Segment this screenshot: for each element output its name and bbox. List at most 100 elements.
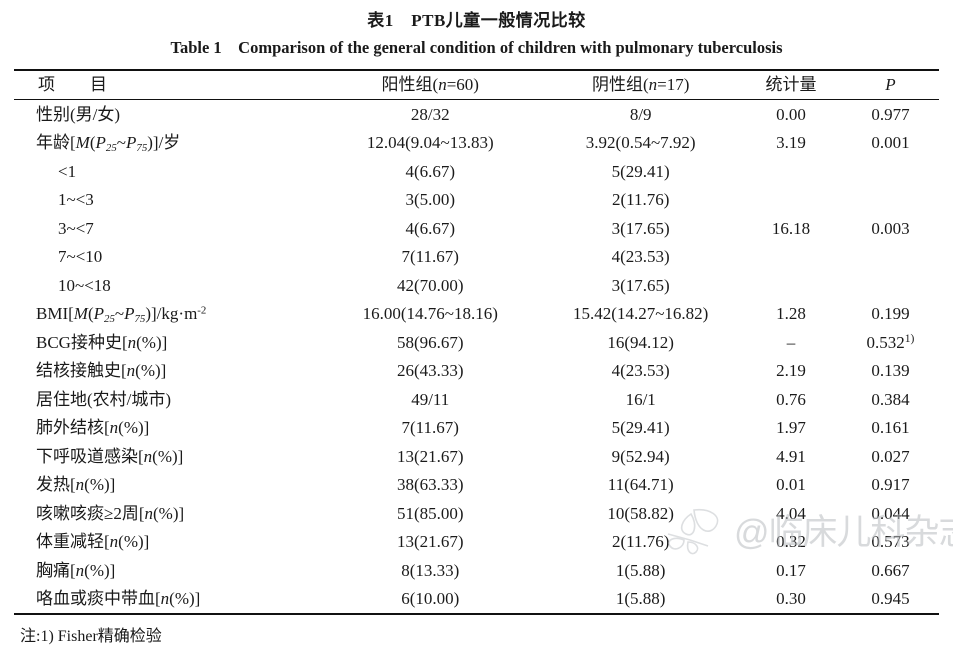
cell-statistic: 0.01 <box>776 475 806 495</box>
cell-negative-group: 3.92(0.54~7.92) <box>585 133 696 153</box>
cell-positive-group: 3(5.00) <box>405 190 456 210</box>
row-label: 10~<18 <box>58 275 111 295</box>
cell-statistic: 0.30 <box>776 589 806 609</box>
cell-positive-group: 13(21.67) <box>396 532 464 552</box>
row-label: 咳嗽咳痰≥2周[n(%)] <box>36 503 185 523</box>
table-row: 年龄[M(P25~P75)]/岁 12.04(9.04~13.83) 3.92(0.… <box>14 129 939 158</box>
table-row: 10~<18 42(70.00) 3(17.65) <box>14 271 939 300</box>
cell-negative-group: 5(29.41) <box>611 418 670 438</box>
cell-p-value: 0.139 <box>871 361 910 381</box>
cell-negative-group: 4(23.53) <box>611 361 670 381</box>
cell-negative-group: 16(94.12) <box>607 332 674 352</box>
cell-statistic: 4.91 <box>776 446 806 466</box>
cell-positive-group: 26(43.33) <box>396 361 464 381</box>
row-label: 发热[n(%)] <box>36 475 116 495</box>
negative-group-prefix: 阴性组( <box>591 75 649 95</box>
table-header-row: 项 目 阳性组(n=60) 阴性组(n=17) 统计量 P <box>14 69 939 100</box>
cell-positive-group: 49/11 <box>411 389 450 409</box>
table-title-english: Table 1 Comparison of the general condit… <box>170 37 783 57</box>
cell-positive-group: 7(11.67) <box>401 247 459 267</box>
cell-statistic: 16.18 <box>771 218 811 238</box>
cell-p-value: 0.044 <box>871 503 910 523</box>
cell-p-value: 0.384 <box>871 389 910 409</box>
table-row: 胸痛[n(%)] 8(13.33) 1(5.88) 0.17 0.667 <box>14 556 939 585</box>
cell-positive-group: 28/32 <box>410 104 450 124</box>
table-row: 7~<10 7(11.67) 4(23.53) <box>14 243 939 272</box>
cell-positive-group: 51(85.00) <box>396 503 464 523</box>
row-label: 咯血或痰中带血[n(%)] <box>36 589 201 609</box>
table-head: 项 目 阳性组(n=60) 阴性组(n=17) 统计量 P <box>14 69 939 100</box>
row-label: 胸痛[n(%)] <box>36 560 116 580</box>
cell-statistic: 0.32 <box>776 532 806 552</box>
positive-group-suffix: =60) <box>446 75 479 95</box>
cell-statistic: 1.28 <box>776 304 806 324</box>
cell-p-value: 0.945 <box>871 589 910 609</box>
table-row: 1~<3 3(5.00) 2(11.76) <box>14 186 939 215</box>
table-row: BMI[M(P25~P75)]/kg·m-2 16.00(14.76~18.16)… <box>14 300 939 329</box>
cell-negative-group: 16/1 <box>625 389 656 409</box>
column-header-positive-group: 阳性组(n=60) <box>319 70 541 100</box>
cell-statistic: 0.17 <box>776 560 806 580</box>
table-row: BCG接种史[n(%)] 58(96.67) 16(94.12) – 0.5321) <box>14 328 939 357</box>
cell-p-value: 0.667 <box>871 560 910 580</box>
table-title-chinese: 表1 PTB儿童一般情况比较 <box>367 11 586 30</box>
table-row: <1 4(6.67) 5(29.41) 16.18 0.003 <box>14 157 939 237</box>
cell-positive-group: 12.04(9.04~13.83) <box>366 133 494 153</box>
table-row: 肺外结核[n(%)] 7(11.67) 5(29.41) 1.97 0.161 <box>14 414 939 443</box>
cell-positive-group: 7(11.67) <box>401 418 459 438</box>
column-header-item: 项 目 <box>38 75 116 95</box>
cell-p-value: 0.5321) <box>866 332 915 353</box>
positive-group-n-symbol: n <box>438 75 447 95</box>
cell-positive-group: 58(96.67) <box>396 332 464 352</box>
cell-p-value: 0.917 <box>871 475 910 495</box>
cell-negative-group: 11(64.71) <box>607 475 674 495</box>
cell-negative-group: 2(11.76) <box>611 532 670 552</box>
column-header-statistic: 统计量 <box>765 75 817 95</box>
cell-p-value: 0.573 <box>871 532 910 552</box>
row-label: 年龄[M(P25~P75)]/岁 <box>36 133 181 155</box>
cell-statistic: 4.04 <box>776 503 806 523</box>
cell-negative-group: 1(5.88) <box>615 560 666 580</box>
cell-negative-group: 15.42(14.27~16.82) <box>573 304 709 324</box>
row-label: 肺外结核[n(%)] <box>36 418 150 438</box>
cell-statistic: – <box>786 332 796 352</box>
row-label: 1~<3 <box>58 190 94 210</box>
row-label: 结核接触史[n(%)] <box>36 361 167 381</box>
table-figure-page: 表1 PTB儿童一般情况比较 Table 1 Comparison of the… <box>14 11 953 645</box>
row-label: BMI[M(P25~P75)]/kg·m-2 <box>36 304 207 326</box>
cell-statistic: 0.00 <box>776 104 806 124</box>
table-row: 体重减轻[n(%)] 13(21.67) 2(11.76) 0.32 0.573 <box>14 528 939 557</box>
table-row: 结核接触史[n(%)] 26(43.33) 4(23.53) 2.19 0.139 <box>14 357 939 386</box>
cell-positive-group: 4(6.67) <box>405 161 456 181</box>
cell-statistic: 0.76 <box>776 389 806 409</box>
cell-negative-group: 8/9 <box>629 104 652 124</box>
cell-p-value: 0.027 <box>871 446 910 466</box>
table-body: 性别(男/女) 28/32 8/9 0.00 0.977 年龄[M(P25~P75)]/岁… <box>14 100 939 615</box>
row-label: 7~<10 <box>58 247 103 267</box>
cell-statistic: 3.19 <box>776 133 806 153</box>
cell-negative-group: 4(23.53) <box>611 247 670 267</box>
comparison-table: 项 目 阳性组(n=60) 阴性组(n=17) 统计量 P 性别(男/女) 28/… <box>14 69 939 616</box>
cell-negative-group: 3(17.65) <box>611 275 670 295</box>
table-row: 居住地(农村/城市) 49/11 16/1 0.76 0.384 <box>14 385 939 414</box>
negative-group-n-symbol: n <box>648 75 658 95</box>
cell-positive-group: 42(70.00) <box>396 275 464 295</box>
negative-group-suffix: =17) <box>657 75 690 95</box>
cell-negative-group: 3(17.65) <box>611 218 670 238</box>
row-label: 居住地(农村/城市) <box>36 389 172 409</box>
cell-negative-group: 10(58.82) <box>607 503 674 523</box>
row-label: BCG接种史[n(%)] <box>36 332 168 352</box>
cell-positive-group: 16.00(14.76~18.16) <box>362 304 498 324</box>
table-row: 3~<7 4(6.67) 3(17.65) <box>14 214 939 243</box>
cell-p-value: 0.199 <box>871 304 910 324</box>
row-label: 下呼吸道感染[n(%)] <box>36 446 184 466</box>
cell-positive-group: 6(10.00) <box>401 589 460 609</box>
cell-p-value: 0.161 <box>871 418 910 438</box>
table-row: 发热[n(%)] 38(63.33) 11(64.71) 0.01 0.917 <box>14 471 939 500</box>
cell-negative-group: 1(5.88) <box>615 589 666 609</box>
cell-statistic: 2.19 <box>776 361 806 381</box>
cell-positive-group: 8(13.33) <box>401 560 460 580</box>
cell-positive-group: 13(21.67) <box>396 446 464 466</box>
positive-group-prefix: 阳性组( <box>381 75 439 95</box>
row-label: <1 <box>58 161 77 181</box>
